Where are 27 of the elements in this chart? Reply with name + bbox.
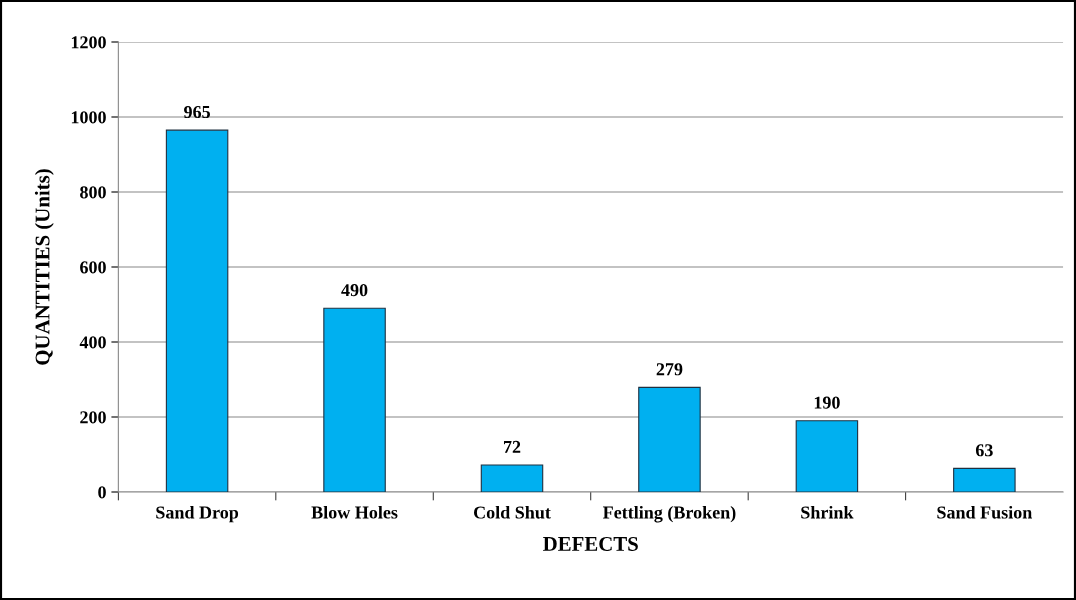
bar <box>165 129 229 492</box>
data-label: 63 <box>975 444 993 457</box>
y-tick-label: 600 <box>80 261 106 274</box>
x-axis-title: DEFECTS <box>543 536 638 551</box>
data-label: 72 <box>504 440 521 453</box>
data-label: 490 <box>341 284 368 297</box>
bar <box>638 386 701 492</box>
x-tick-label: Cold Shut <box>473 505 551 519</box>
bar <box>323 307 386 492</box>
data-label: 965 <box>184 105 210 119</box>
bar <box>795 420 859 492</box>
y-tick-label: 200 <box>80 411 106 424</box>
y-axis-title: QUANTITIES (Units) <box>34 169 54 365</box>
x-tick-label: Sand Fusion <box>937 505 1033 519</box>
x-tick-label: Fettling (Broken) <box>602 505 736 523</box>
y-tick-label: 800 <box>80 186 106 199</box>
data-label: 190 <box>814 396 840 409</box>
bar <box>480 464 544 492</box>
y-tick-label: 1200 <box>71 36 106 49</box>
data-label: 279 <box>656 363 683 376</box>
y-tick-label: 400 <box>79 336 106 349</box>
x-tick-label: Blow Holes <box>311 505 398 519</box>
y-tick-label: 1000 <box>71 111 106 124</box>
y-tick-label: 0 <box>98 486 106 499</box>
bar <box>953 467 1016 492</box>
x-tick-label: Sand Drop <box>156 505 239 523</box>
x-tick-label: Shrink <box>801 505 854 519</box>
